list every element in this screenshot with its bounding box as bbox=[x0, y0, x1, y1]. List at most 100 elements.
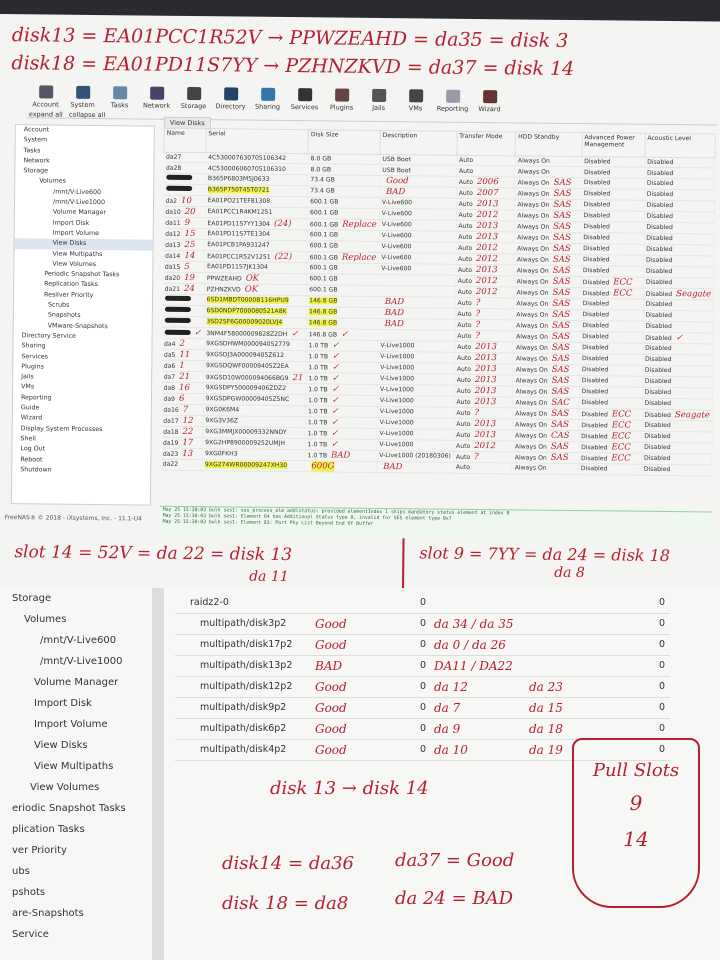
cell-ac: Disabled bbox=[642, 310, 714, 322]
handwritten-annotation: Good bbox=[386, 175, 409, 187]
tree-item[interactable]: View Volumes bbox=[30, 782, 100, 793]
cell-value: Disabled bbox=[645, 312, 673, 320]
pool-row[interactable]: multipath/disk12p2 Good 0 da 12 da 23 0 bbox=[175, 676, 670, 698]
tree-item[interactable]: are-Snapshots bbox=[12, 908, 84, 919]
cell-size: 8.0 GB bbox=[307, 164, 380, 176]
cell-apm: Disabled bbox=[581, 177, 645, 190]
column-header[interactable]: Transfer Mode bbox=[456, 131, 516, 156]
toolbar-sharing-button[interactable]: Sharing bbox=[249, 85, 286, 120]
column-header[interactable]: Disk Size bbox=[308, 129, 381, 155]
tree-item-log-out[interactable]: Log Out bbox=[20, 445, 46, 453]
cell-value: Disabled bbox=[583, 245, 610, 253]
toolbar-storage-button[interactable]: Storage bbox=[175, 84, 212, 119]
toolbar-vms-button[interactable]: VMs bbox=[397, 86, 434, 121]
toolbar-wizard-button[interactable]: Wizard bbox=[471, 87, 508, 122]
pool-row[interactable]: multipath/disk17p2 Good 0 da 0 / da 26 0 bbox=[175, 634, 670, 656]
cell-standby: Always On SAS bbox=[513, 286, 581, 299]
cell-ac: Disabled bbox=[644, 200, 715, 212]
tree-item-sharing[interactable]: Sharing bbox=[21, 342, 46, 350]
column-header[interactable]: HDD Standby bbox=[515, 131, 582, 157]
tree-item-storage[interactable]: Storage bbox=[23, 167, 49, 175]
cell-value: Disabled bbox=[582, 311, 609, 319]
slot-number: 9 bbox=[629, 791, 643, 815]
cell-mode: Auto? bbox=[453, 451, 513, 463]
tree-item[interactable]: /mnt/V-Live1000 bbox=[40, 656, 123, 667]
sharing-icon bbox=[260, 87, 275, 101]
cell-mode: Auto 2013 bbox=[455, 264, 515, 276]
device-name: raidz2-0 bbox=[175, 592, 315, 614]
scrollbar[interactable] bbox=[152, 588, 164, 960]
tree-item[interactable]: pshots bbox=[12, 887, 46, 898]
toolbar-jails-button[interactable]: Jails bbox=[360, 86, 397, 121]
tree-item[interactable]: plication Tasks bbox=[12, 824, 85, 835]
cell-standby: Always On bbox=[515, 155, 582, 167]
pool-row[interactable]: multipath/disk6p2 Good 0 da 9 da 18 0 bbox=[175, 718, 670, 740]
toolbar-reporting-button[interactable]: Reporting bbox=[434, 87, 471, 122]
cell-mode: Auto? bbox=[454, 308, 514, 320]
cell-value: Disabled bbox=[645, 301, 673, 309]
tree-item[interactable]: Volume Manager bbox=[34, 677, 119, 688]
pool-row[interactable]: multipath/disk13p2 BAD 0 DA11 / DA22 0 bbox=[175, 655, 670, 677]
pool-row[interactable]: multipath/disk3p2 Good 0 da 34 / da 35 0 bbox=[175, 613, 670, 635]
tree-item[interactable]: Import Volume bbox=[34, 719, 108, 730]
cell-value: PPWZEAHD bbox=[206, 274, 242, 283]
collapse-all-link[interactable]: collapse all bbox=[68, 110, 106, 120]
tree-item[interactable]: ubs bbox=[12, 866, 30, 877]
cell-value: Disabled bbox=[643, 455, 671, 463]
tree-item-plugins[interactable]: Plugins bbox=[21, 363, 44, 371]
cell-apm: Disabled bbox=[580, 243, 644, 256]
cell-value: 9XGSDJ3A00009405Z612 bbox=[206, 351, 285, 360]
cell-value: Disabled bbox=[583, 190, 611, 198]
cell-standby: Always On SAS bbox=[513, 341, 580, 354]
column-header[interactable]: Advanced Power Management bbox=[581, 132, 645, 158]
cell-value: 1.0 TB bbox=[307, 441, 328, 449]
handwritten-annotation: 21 bbox=[179, 371, 191, 382]
disk-note: da 10 bbox=[434, 739, 529, 761]
handwritten-annotation: 2013 bbox=[474, 385, 497, 397]
pool-row[interactable]: multipath/disk9p2 Good 0 da 7 da 15 0 bbox=[175, 697, 670, 719]
cell-mode: Auto 2013 bbox=[454, 385, 514, 397]
toolbar-label: Network bbox=[142, 101, 171, 110]
cell-standby: Always On SAS bbox=[514, 220, 581, 233]
tree-item[interactable]: /mnt/V-Live600 bbox=[40, 635, 117, 646]
tree-item[interactable]: Storage bbox=[12, 593, 52, 604]
tree-item[interactable]: Service bbox=[12, 929, 49, 940]
column-header[interactable]: Description bbox=[379, 130, 457, 156]
tree-item[interactable]: View Disks bbox=[34, 740, 88, 751]
tree-item-shutdown[interactable]: Shutdown bbox=[20, 466, 52, 474]
cell-value: Disabled bbox=[644, 411, 671, 419]
toolbar-label: Plugins bbox=[329, 103, 354, 112]
handwritten-annotation: SAS bbox=[553, 221, 572, 232]
handwritten-annotation: 22 bbox=[182, 426, 194, 437]
column-header[interactable]: Name bbox=[164, 128, 206, 153]
cell-value: Disabled bbox=[582, 289, 610, 298]
cell-value: Always On bbox=[517, 190, 550, 198]
toolbar-network-button[interactable]: Network bbox=[138, 83, 175, 118]
disk-note: DA11 / DA22 bbox=[434, 655, 529, 677]
pool-row[interactable]: raidz2-0 0 0 bbox=[175, 592, 670, 614]
expand-all-link[interactable]: expand all bbox=[28, 110, 63, 119]
cell-value: Always On bbox=[515, 388, 548, 396]
tree-item[interactable]: View Multipaths bbox=[34, 761, 114, 772]
cell-desc: BAD bbox=[376, 461, 454, 474]
tree-item[interactable]: ver Priority bbox=[12, 845, 67, 856]
handwritten-annotation: 2013 bbox=[476, 231, 499, 243]
handwritten-annotation: SAS bbox=[552, 309, 571, 320]
tree-item[interactable]: Import Disk bbox=[34, 698, 92, 709]
tree-item[interactable]: eriodic Snapshot Tasks bbox=[12, 803, 126, 814]
cell-name: da20 19 bbox=[162, 272, 205, 284]
column-header[interactable]: Acoustic Level bbox=[644, 133, 716, 158]
toolbar-plugins-button[interactable]: Plugins bbox=[323, 85, 360, 120]
cell-value: Disabled bbox=[583, 234, 610, 242]
cell-value: da14 bbox=[164, 252, 181, 260]
toolbar-services-button[interactable]: Services bbox=[286, 85, 323, 120]
handwritten-annotation: ? bbox=[474, 407, 480, 418]
tree-item[interactable]: Volumes bbox=[24, 614, 67, 625]
cell-value: V-Live1000 bbox=[379, 430, 414, 438]
disk-note: da 0 / da 26 bbox=[434, 634, 529, 656]
disk-note-2 bbox=[529, 634, 659, 656]
toolbar-directory-button[interactable]: Directory bbox=[212, 84, 249, 119]
column-header[interactable]: Serial bbox=[205, 128, 309, 154]
read-errors: 0 bbox=[420, 718, 434, 740]
toolbar-tasks-button[interactable]: Tasks bbox=[101, 83, 138, 118]
